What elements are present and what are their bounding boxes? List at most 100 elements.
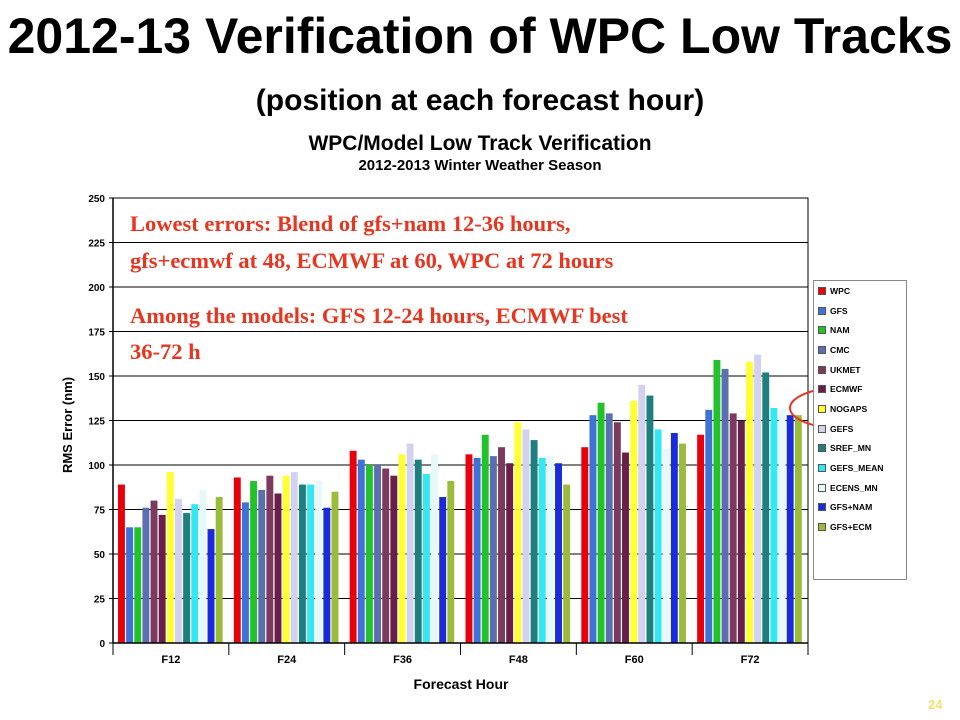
legend-swatch: [818, 286, 826, 295]
bar: [473, 457, 481, 643]
axes: 0 25 50 75 100 125 150 175 200 225 250 F12 F24 F36 F48…: [88, 194, 809, 666]
bar: [555, 463, 562, 643]
legend-swatch: [818, 306, 826, 315]
legend-item: GFS+NAM: [814, 498, 906, 518]
bar: [158, 514, 166, 643]
legend-swatch: [818, 483, 826, 492]
bar: [737, 420, 745, 643]
bar: [654, 429, 662, 643]
bar: [150, 500, 158, 643]
bar: [794, 415, 802, 643]
legend-label: UKMET: [830, 364, 861, 375]
bar: [729, 413, 737, 643]
bar: [357, 459, 365, 643]
slide-title-sub: (position at each forecast hour): [255, 84, 705, 117]
bar: [630, 400, 638, 643]
x-tick-label: F72: [741, 654, 760, 666]
legend-item: UKMET: [814, 360, 906, 380]
slide-title-line1: 2012-13 Verification of WPC Low Tracks (…: [0, 8, 960, 129]
bar: [315, 481, 323, 643]
bar: [215, 497, 223, 643]
bar: [398, 454, 406, 643]
bar: [498, 447, 505, 643]
x-tick-label: F60: [625, 654, 644, 666]
bar: [546, 456, 554, 643]
legend-label: CMC: [830, 344, 850, 355]
legend-label: ECENS_MN: [830, 482, 878, 493]
legend-swatch: [818, 503, 826, 512]
x-tick-label: F36: [393, 654, 412, 666]
y-tick-label: 75: [94, 506, 106, 517]
bar: [298, 484, 306, 643]
legend-swatch: [818, 385, 826, 394]
bar: [679, 443, 686, 643]
legend-item: GEFS: [814, 419, 906, 439]
bar: [422, 473, 430, 643]
chart-subtitle: 2012-2013 Winter Weather Season: [358, 157, 602, 174]
legend-swatch: [818, 404, 826, 413]
y-tick-label: 0: [99, 639, 105, 650]
bar: [365, 465, 373, 643]
bar: [721, 368, 729, 643]
x-tick-label: F24: [277, 654, 297, 666]
legend-item: NAM: [814, 320, 906, 340]
bar: [705, 409, 713, 643]
bar: [646, 395, 654, 643]
bar: [439, 497, 447, 643]
legend-item: NOGAPS: [814, 399, 906, 419]
bar: [282, 475, 290, 643]
bar: [174, 498, 182, 643]
y-tick-label: 25: [94, 595, 106, 606]
legend-label: GEFS_MEAN: [830, 463, 884, 474]
legend-label: SREF_MN: [830, 443, 872, 454]
y-tick-label: 200: [88, 283, 105, 294]
bar: [778, 409, 786, 643]
y-tick-label: 250: [88, 194, 105, 205]
bar: [522, 429, 530, 643]
bar: [597, 402, 605, 643]
slide-title-main: 2012-13 Verification of WPC Low Tracks: [7, 8, 953, 64]
slide-title: 2012-13 Verification of WPC Low Tracks (…: [0, 8, 960, 129]
bar: [191, 504, 199, 643]
bar: [274, 493, 282, 643]
legend-item: SREF_MN: [814, 439, 906, 459]
bar: [622, 452, 629, 643]
bar: [134, 527, 142, 643]
bar: [390, 475, 398, 643]
legend-swatch: [818, 444, 826, 453]
bar: [199, 489, 207, 643]
bar: [142, 507, 150, 643]
y-tick-label: 50: [94, 550, 106, 561]
bar: [613, 422, 621, 643]
bar: [331, 491, 339, 643]
bar: [589, 415, 597, 643]
legend-item: GEFS_MEAN: [814, 458, 906, 478]
y-tick-label: 150: [88, 372, 105, 383]
bar: [481, 434, 489, 643]
bar: [638, 384, 646, 643]
y-tick-label: 100: [88, 461, 105, 472]
bar: [506, 463, 514, 643]
legend-label: GFS+NAM: [830, 502, 873, 513]
legend-item: ECENS_MN: [814, 478, 906, 498]
legend-item: WPC: [814, 281, 906, 301]
y-tick-label: 125: [88, 417, 105, 428]
bar: [746, 361, 753, 643]
y-tick-label: 175: [88, 328, 105, 339]
bar: [183, 513, 191, 643]
legend-label: WPC: [830, 285, 851, 296]
bar: [605, 413, 613, 643]
bar: [530, 440, 538, 643]
annotation-line-4: 36-72 h: [130, 339, 201, 364]
legend-swatch: [818, 523, 826, 532]
bar: [207, 529, 215, 643]
legend-label: NAM: [830, 325, 850, 336]
annotation-line-3: Among the models: GFS 12-24 hours, ECMWF…: [130, 303, 628, 328]
bar: [713, 359, 721, 643]
bar: [754, 354, 762, 643]
legend-swatch: [818, 464, 826, 473]
bar: [118, 484, 125, 643]
bar: [250, 481, 258, 643]
legend-item: CMC: [814, 340, 906, 360]
